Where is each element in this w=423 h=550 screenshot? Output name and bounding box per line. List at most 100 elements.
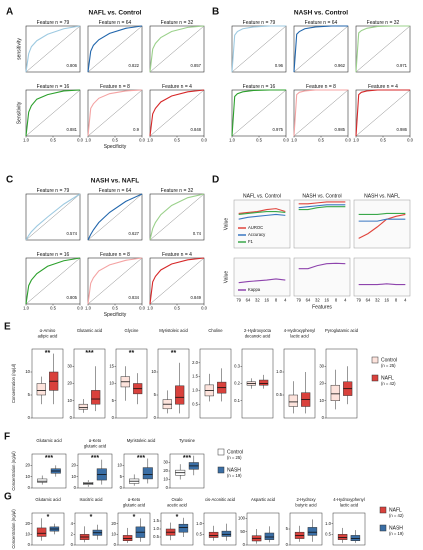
chance-line bbox=[25, 257, 81, 305]
plot-title: Feature n = 32 bbox=[161, 188, 194, 194]
y-tick-label: 0 bbox=[112, 415, 115, 420]
y-tick-label: 0.5 bbox=[196, 531, 202, 536]
y-tick-label: 10 bbox=[25, 369, 30, 374]
box bbox=[221, 530, 232, 537]
roc-curve bbox=[149, 193, 205, 241]
plot-frame bbox=[25, 25, 81, 73]
plot-title: Feature n = 4 bbox=[162, 84, 192, 90]
auc-label: 0.822 bbox=[129, 63, 140, 68]
y-tick-label: 0 bbox=[286, 542, 289, 547]
plot-title: α-Amino bbox=[40, 328, 56, 333]
auc-label: 0.857 bbox=[191, 63, 202, 68]
y-tick-label: 1.0 bbox=[196, 521, 202, 526]
plot-title: Feature n = 16 bbox=[37, 252, 70, 258]
legend-swatch bbox=[217, 466, 225, 474]
metric-line bbox=[358, 218, 406, 222]
box bbox=[350, 535, 361, 541]
chance-line bbox=[149, 193, 205, 241]
roc-curve bbox=[25, 25, 81, 73]
plot-frame bbox=[241, 348, 274, 419]
legend-label: AUROC bbox=[248, 225, 263, 230]
panel-letter: E bbox=[4, 322, 11, 333]
significance: *** bbox=[85, 350, 93, 357]
plot-frame bbox=[25, 193, 81, 241]
x-tick-label: 64 bbox=[246, 298, 251, 303]
metric-line bbox=[238, 213, 286, 220]
plot-title: lactic acid bbox=[340, 503, 359, 508]
y-tick-label: 0 bbox=[28, 415, 31, 420]
panel-letter: C bbox=[6, 175, 13, 186]
plot-title: Feature n = 64 bbox=[99, 188, 132, 194]
plot-title: adipic acid bbox=[38, 334, 58, 339]
plot-frame bbox=[325, 348, 358, 419]
plot-title: Feature n = 16 bbox=[243, 84, 276, 90]
x-tick-label: 1.0 bbox=[23, 138, 29, 143]
chance-line bbox=[87, 257, 143, 305]
metric-line bbox=[238, 210, 286, 215]
plot-title: Feature n = 4 bbox=[368, 84, 398, 90]
y-tick-label: 5 bbox=[286, 526, 289, 531]
y-tick-label: 20 bbox=[163, 468, 168, 473]
legend-label: F1 bbox=[248, 239, 254, 244]
plot-title: Feature n = 32 bbox=[367, 20, 400, 26]
box bbox=[259, 379, 269, 386]
plot-title: Choline bbox=[208, 328, 223, 333]
chance-line bbox=[293, 89, 349, 137]
legend-swatch bbox=[379, 506, 387, 514]
y-axis-label: Concentration (ng/μl) bbox=[11, 451, 16, 491]
plot-frame bbox=[31, 453, 67, 489]
y-tick-label: 0 bbox=[166, 485, 169, 490]
x-tick-label: 0.5 bbox=[50, 138, 56, 143]
plot-frame bbox=[332, 512, 366, 546]
plot-frame bbox=[115, 348, 148, 419]
y-tick-label: 0.2 bbox=[234, 381, 240, 386]
chance-line bbox=[25, 25, 81, 73]
auc-label: 0.962 bbox=[335, 63, 346, 68]
legend-count: (n = 19) bbox=[227, 473, 242, 478]
panel-letter: G bbox=[4, 492, 12, 503]
x-tick-label: 1.0 bbox=[353, 138, 359, 143]
chance-line bbox=[87, 25, 143, 73]
plot-frame bbox=[31, 512, 65, 546]
plot-frame bbox=[293, 25, 349, 73]
plot-title: Feature n = 32 bbox=[161, 20, 194, 26]
plot-title: decanoic acid bbox=[245, 334, 271, 339]
plot-title: glutaric acid bbox=[123, 503, 146, 508]
legend-swatch bbox=[379, 524, 387, 532]
legend-swatch bbox=[217, 448, 225, 456]
facet-frame bbox=[293, 199, 351, 249]
x-tick-label: 4 bbox=[404, 298, 407, 303]
y-tick-label: 0.5 bbox=[325, 531, 331, 536]
box bbox=[37, 478, 48, 483]
x-tick-label: 8 bbox=[275, 298, 278, 303]
y-tick-label: 20 bbox=[25, 521, 30, 526]
y-tick-label: 10 bbox=[163, 477, 168, 482]
x-tick-label: 8 bbox=[395, 298, 398, 303]
chance-line bbox=[231, 25, 287, 73]
x-tick-label: 0.0 bbox=[283, 138, 289, 143]
facet-frame bbox=[233, 199, 291, 249]
plot-title: Myristoleic acid bbox=[127, 438, 156, 443]
metric-line bbox=[238, 278, 286, 284]
y-tick-label: 30 bbox=[163, 460, 168, 465]
chance-line bbox=[355, 89, 411, 137]
legend-label: NASH bbox=[227, 467, 241, 473]
x-tick-label: 1.0 bbox=[147, 306, 153, 311]
plot-frame bbox=[117, 512, 151, 546]
y-tick-label: 1.5 bbox=[192, 374, 198, 379]
x-axis-label: Specificity bbox=[104, 312, 127, 318]
y-tick-label: 1.0 bbox=[276, 369, 282, 374]
metric-line bbox=[298, 206, 346, 211]
roc-curve bbox=[25, 193, 81, 241]
y-tick-label: 4 bbox=[71, 521, 74, 526]
x-tick-label: 4 bbox=[344, 298, 347, 303]
box bbox=[122, 535, 133, 541]
auc-label: 0.805 bbox=[67, 295, 78, 300]
plot-frame bbox=[203, 512, 237, 546]
roc-curve bbox=[149, 257, 205, 305]
significance: * bbox=[47, 514, 50, 521]
plot-frame bbox=[199, 348, 232, 419]
x-axis-label: Specificity bbox=[104, 144, 127, 150]
box bbox=[178, 523, 189, 533]
